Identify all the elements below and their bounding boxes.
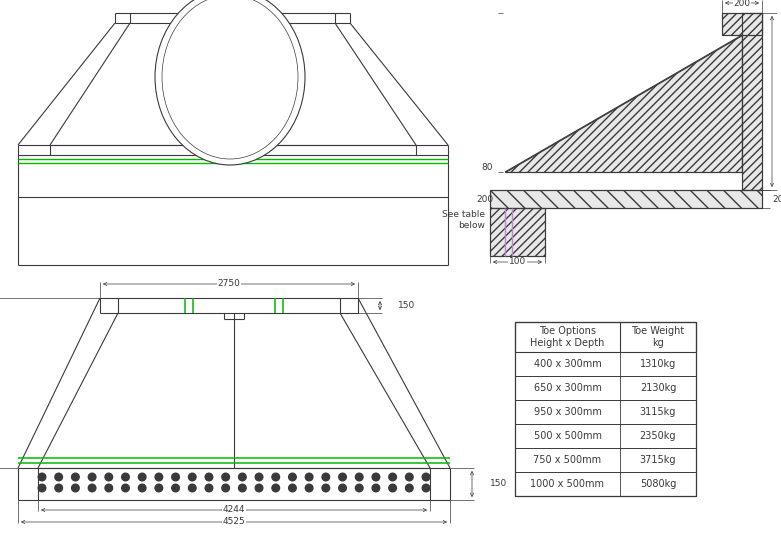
Circle shape — [405, 473, 413, 481]
Circle shape — [188, 473, 196, 481]
Text: 150: 150 — [398, 301, 415, 310]
Text: Toe Options
Height x Depth: Toe Options Height x Depth — [530, 326, 604, 348]
Bar — [490, 190, 762, 208]
Circle shape — [322, 484, 330, 492]
Bar — [490, 208, 545, 256]
Text: See table
below: See table below — [442, 210, 485, 230]
Text: 4244: 4244 — [223, 505, 245, 514]
Circle shape — [372, 484, 380, 492]
Circle shape — [305, 473, 313, 481]
Bar — [742, 13, 762, 190]
Text: 3115kg: 3115kg — [640, 407, 676, 417]
Text: 950 x 300mm: 950 x 300mm — [533, 407, 601, 417]
Circle shape — [238, 484, 246, 492]
Bar — [490, 208, 545, 256]
Text: 1000 x 500mm: 1000 x 500mm — [530, 479, 604, 489]
Circle shape — [289, 473, 296, 481]
Circle shape — [423, 473, 430, 481]
Circle shape — [255, 473, 263, 481]
Circle shape — [205, 473, 212, 481]
Circle shape — [55, 473, 62, 481]
Text: 400 x 300mm: 400 x 300mm — [533, 359, 601, 369]
Circle shape — [38, 484, 46, 492]
Circle shape — [88, 484, 96, 492]
Bar — [722, 13, 762, 35]
Bar — [515, 322, 696, 352]
Bar — [515, 376, 696, 400]
Circle shape — [72, 473, 79, 481]
Circle shape — [55, 484, 62, 492]
Text: 150: 150 — [490, 480, 507, 488]
Circle shape — [339, 484, 346, 492]
Ellipse shape — [155, 0, 305, 165]
Text: 3715kg: 3715kg — [640, 455, 676, 465]
Circle shape — [389, 484, 397, 492]
Text: 500 x 500mm: 500 x 500mm — [533, 431, 601, 441]
Circle shape — [172, 484, 180, 492]
Text: 750 x 500mm: 750 x 500mm — [533, 455, 601, 465]
Circle shape — [355, 473, 363, 481]
Bar — [515, 424, 696, 448]
Circle shape — [423, 484, 430, 492]
Circle shape — [355, 484, 363, 492]
Circle shape — [289, 484, 296, 492]
Circle shape — [222, 473, 230, 481]
Text: 650 x 300mm: 650 x 300mm — [533, 383, 601, 393]
Text: 200: 200 — [476, 195, 493, 204]
Circle shape — [322, 473, 330, 481]
Bar — [742, 13, 762, 190]
Bar — [490, 190, 762, 208]
Circle shape — [138, 473, 146, 481]
Circle shape — [389, 473, 397, 481]
Circle shape — [38, 473, 46, 481]
Text: 5080kg: 5080kg — [640, 479, 676, 489]
Text: 2750: 2750 — [218, 279, 241, 289]
Bar — [515, 400, 696, 424]
Circle shape — [122, 473, 130, 481]
Circle shape — [272, 473, 280, 481]
Bar — [515, 448, 696, 472]
Circle shape — [405, 484, 413, 492]
Bar — [722, 13, 762, 35]
Circle shape — [88, 473, 96, 481]
Text: 100: 100 — [509, 257, 526, 267]
Circle shape — [255, 484, 263, 492]
Text: 4525: 4525 — [223, 518, 245, 526]
Ellipse shape — [162, 0, 298, 159]
Circle shape — [72, 484, 79, 492]
Circle shape — [138, 484, 146, 492]
Bar — [515, 472, 696, 496]
Polygon shape — [505, 35, 742, 172]
Circle shape — [105, 484, 112, 492]
Circle shape — [155, 473, 162, 481]
Circle shape — [205, 484, 212, 492]
Circle shape — [105, 473, 112, 481]
Text: 1310kg: 1310kg — [640, 359, 676, 369]
Circle shape — [222, 484, 230, 492]
Circle shape — [155, 484, 162, 492]
Circle shape — [339, 473, 346, 481]
Text: 200: 200 — [733, 0, 751, 8]
Circle shape — [272, 484, 280, 492]
Text: 200: 200 — [772, 195, 781, 204]
Circle shape — [305, 484, 313, 492]
Circle shape — [122, 484, 130, 492]
Text: 2130kg: 2130kg — [640, 383, 676, 393]
Bar — [515, 322, 696, 496]
Bar — [515, 352, 696, 376]
Text: Toe Weight
kg: Toe Weight kg — [631, 326, 685, 348]
Circle shape — [172, 473, 180, 481]
Text: 80: 80 — [482, 163, 493, 173]
Circle shape — [372, 473, 380, 481]
Text: 2350kg: 2350kg — [640, 431, 676, 441]
Circle shape — [188, 484, 196, 492]
Circle shape — [238, 473, 246, 481]
